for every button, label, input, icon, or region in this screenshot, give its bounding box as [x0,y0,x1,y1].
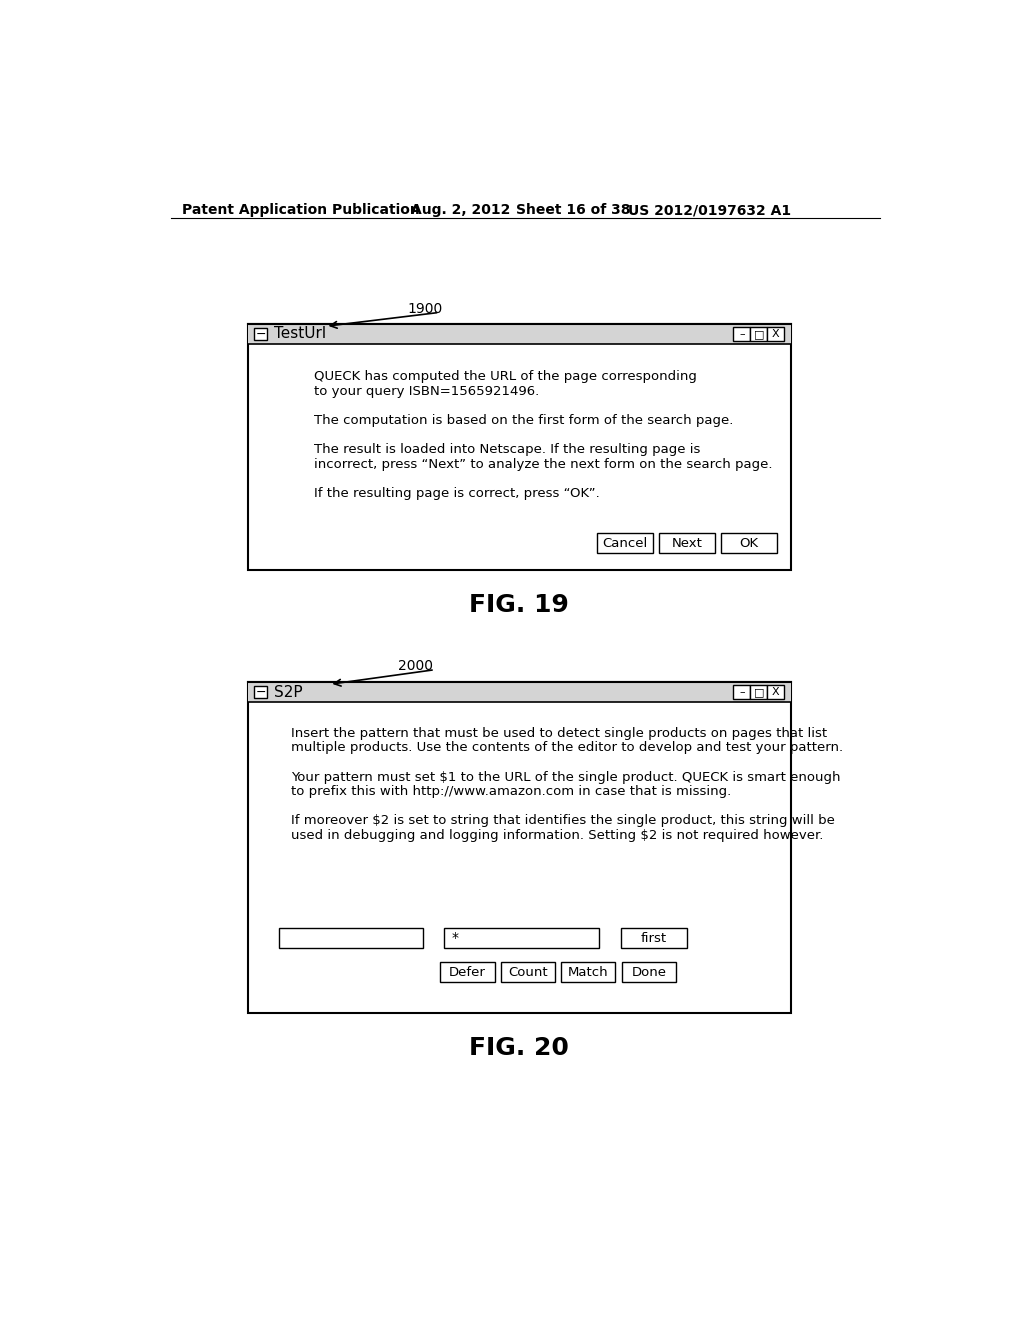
Bar [253,705,786,1010]
Bar [444,928,599,948]
Bar [248,682,791,1014]
Text: Aug. 2, 2012: Aug. 2, 2012 [411,203,510,216]
Text: multiple products. Use the contents of the editor to develop and test your patte: multiple products. Use the contents of t… [291,742,843,754]
Bar [751,327,767,341]
Text: Done: Done [632,966,667,979]
Text: used in debugging and logging information. Setting $2 is not required however.: used in debugging and logging informatio… [291,829,823,842]
Text: □: □ [754,686,764,697]
Bar [767,685,784,700]
Bar [440,962,495,982]
Text: US 2012/0197632 A1: US 2012/0197632 A1 [628,203,791,216]
Text: Match: Match [568,966,608,979]
Text: −: − [255,327,266,341]
Bar [721,533,776,553]
Text: Cancel: Cancel [602,537,647,550]
Bar [248,323,791,345]
Bar [501,962,555,982]
Text: □: □ [754,329,764,339]
Text: The result is loaded into Netscape. If the resulting page is: The result is loaded into Netscape. If t… [314,444,700,457]
Text: –: – [739,686,744,697]
Text: Your pattern must set $1 to the URL of the single product. QUECK is smart enough: Your pattern must set $1 to the URL of t… [291,771,841,784]
Text: Defer: Defer [449,966,485,979]
Bar [253,347,786,568]
Text: incorrect, press “Next” to analyze the next form on the search page.: incorrect, press “Next” to analyze the n… [314,458,772,471]
Bar [248,323,791,570]
Bar [248,682,791,702]
Bar [621,928,687,948]
Text: The computation is based on the first form of the search page.: The computation is based on the first fo… [314,414,733,428]
Bar [658,533,715,553]
Text: –: – [739,329,744,339]
Bar [733,685,751,700]
Text: FIG. 20: FIG. 20 [469,1036,569,1060]
Text: to your query ISBN=1565921496.: to your query ISBN=1565921496. [314,385,540,397]
Text: FIG. 19: FIG. 19 [469,594,569,618]
Text: to prefix this with http://www.amazon.com in case that is missing.: to prefix this with http://www.amazon.co… [291,785,731,799]
Bar [767,327,784,341]
Text: Sheet 16 of 38: Sheet 16 of 38 [515,203,630,216]
Text: QUECK has computed the URL of the page corresponding: QUECK has computed the URL of the page c… [314,370,697,383]
Text: 1900: 1900 [407,302,442,315]
Text: OK: OK [739,537,759,550]
Text: 2000: 2000 [397,659,433,673]
Text: X: X [772,329,779,339]
Text: −: − [255,685,266,698]
Bar [280,928,423,948]
Bar [622,962,676,982]
Text: S2P: S2P [274,685,303,700]
Bar [254,686,266,698]
Text: If the resulting page is correct, press “OK”.: If the resulting page is correct, press … [314,487,600,500]
Text: Patent Application Publication: Patent Application Publication [182,203,420,216]
Bar [751,685,767,700]
Text: *: * [452,932,459,945]
Bar [561,962,615,982]
Text: If moreover $2 is set to string that identifies the single product, this string : If moreover $2 is set to string that ide… [291,814,835,828]
Bar [733,327,751,341]
Text: Insert the pattern that must be used to detect single products on pages that lis: Insert the pattern that must be used to … [291,726,826,739]
Text: X: X [772,686,779,697]
Bar [597,533,652,553]
Text: first: first [641,932,667,945]
Text: TestUrl: TestUrl [274,326,327,342]
Text: Next: Next [672,537,702,550]
Bar [254,327,266,341]
Text: Count: Count [508,966,548,979]
